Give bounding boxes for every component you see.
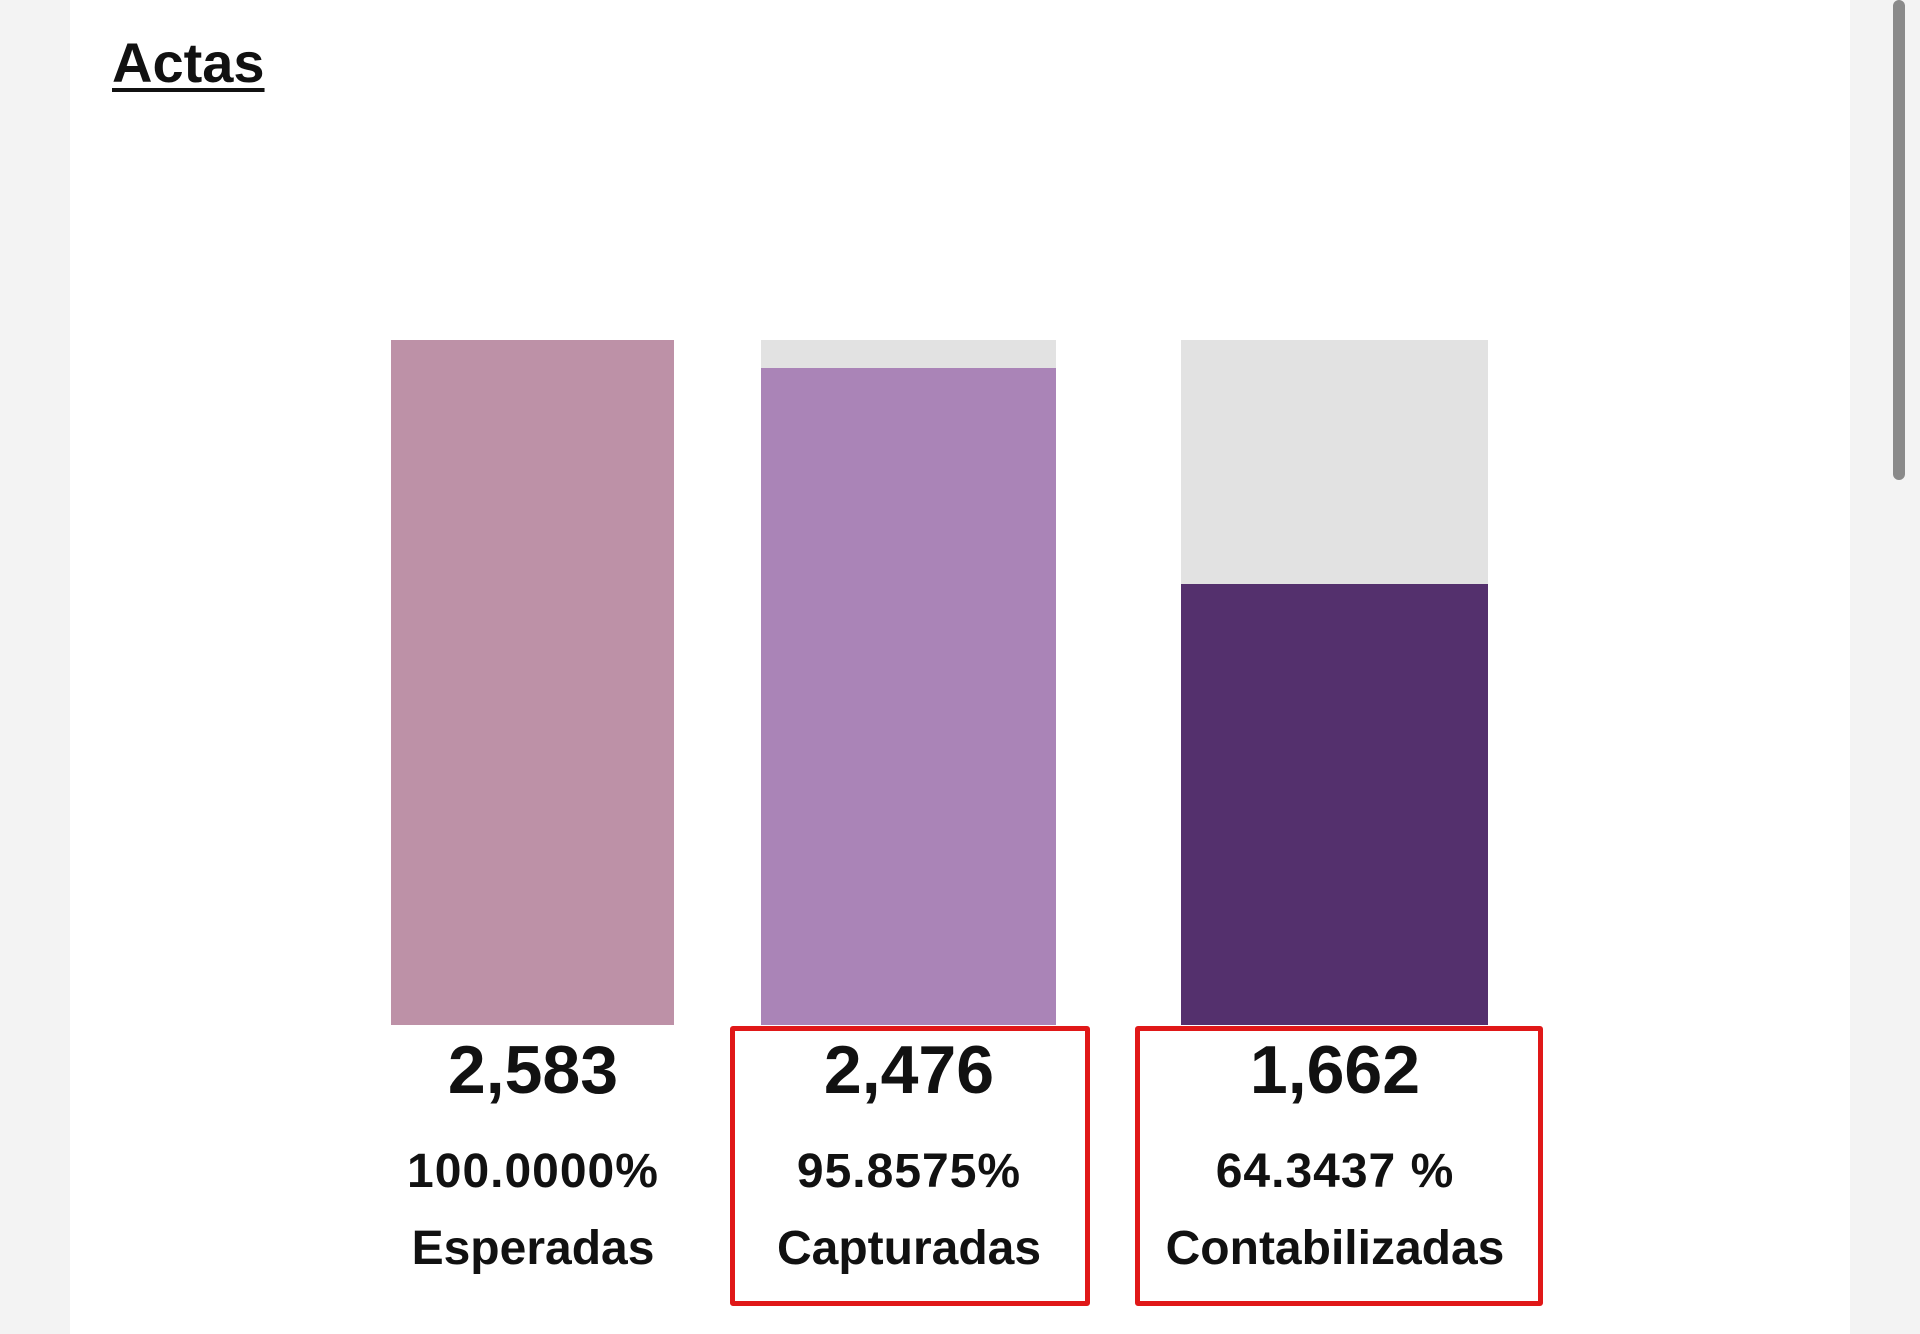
chart-title: Actas (112, 31, 265, 94)
percent-label-capturadas: 95.8575% (796, 1145, 1022, 1198)
percent-label-esperadas: 100.0000% (407, 1145, 659, 1198)
bar-capturadas (761, 368, 1056, 1025)
bar-contabilizadas (1181, 584, 1488, 1025)
scrollbar-thumb[interactable] (1893, 0, 1905, 480)
value-label-esperadas: 2,583 (447, 1032, 619, 1108)
highlight-box-contabilizadas (1135, 1026, 1543, 1306)
bar-track-capturadas (761, 340, 1056, 1025)
category-label-capturadas: Capturadas (776, 1222, 1042, 1275)
value-label-capturadas: 2,476 (823, 1032, 995, 1108)
bar-esperadas (391, 340, 674, 1025)
highlight-box-capturadas (730, 1026, 1090, 1306)
bar-track-contabilizadas (1181, 340, 1488, 1025)
percent-label-contabilizadas: 64.3437 % (1215, 1145, 1455, 1198)
bar-track-esperadas (391, 340, 674, 1025)
category-label-contabilizadas: Contabilizadas (1165, 1222, 1505, 1275)
value-label-contabilizadas: 1,662 (1249, 1032, 1421, 1108)
category-label-esperadas: Esperadas (411, 1222, 655, 1275)
